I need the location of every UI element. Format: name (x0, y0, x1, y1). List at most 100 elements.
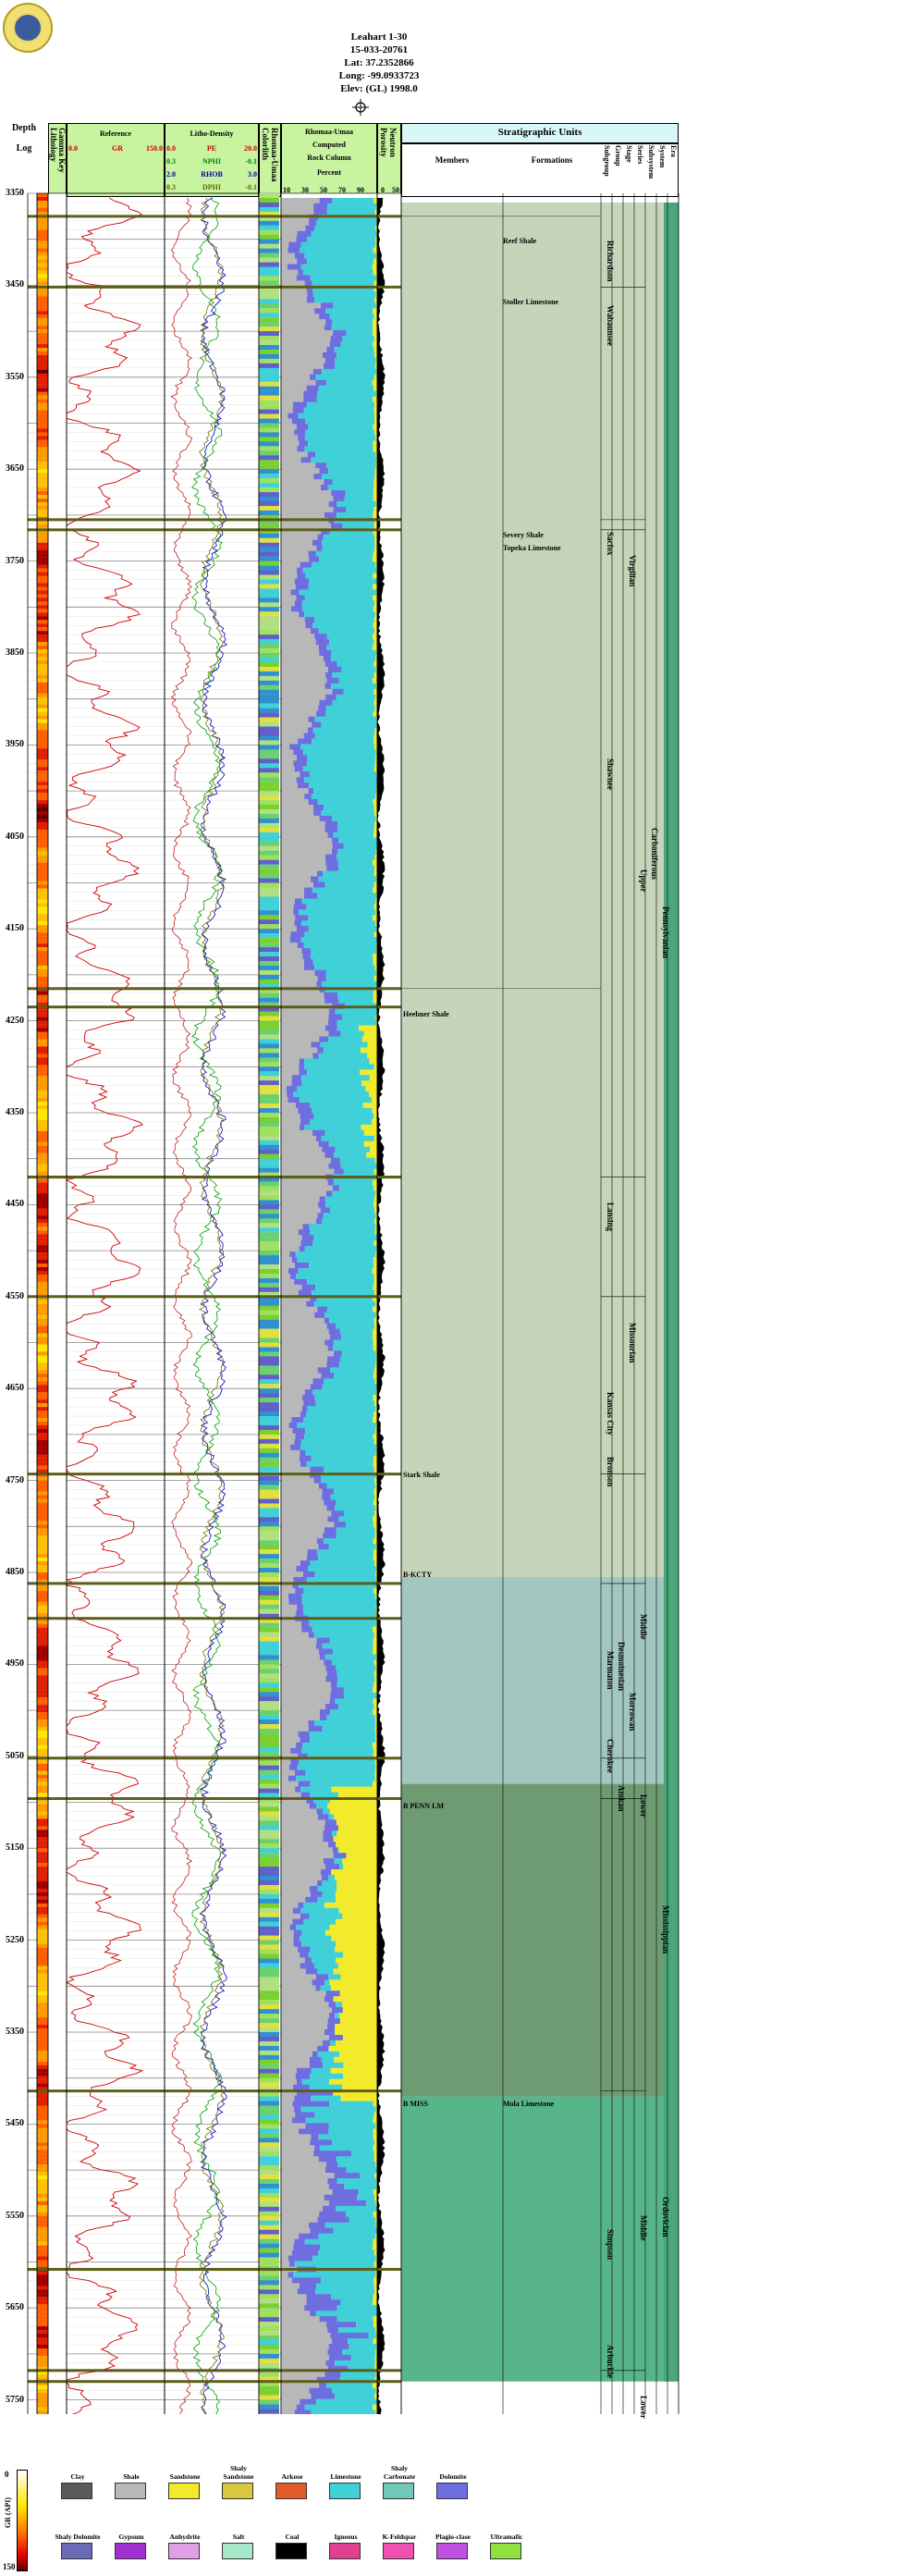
rock-fraction (319, 468, 328, 475)
gamma-key-cell (37, 1586, 48, 1592)
gamma-key-cell (37, 1054, 48, 1058)
formation-top-bar (28, 215, 401, 218)
rock-fraction (281, 788, 309, 795)
rock-fraction (372, 1781, 377, 1787)
gamma-key-cell (37, 2153, 48, 2158)
rock-fraction (375, 755, 377, 761)
rock-fraction (323, 1836, 334, 1843)
rock-fraction (281, 1732, 299, 1738)
nphi-curve (190, 197, 223, 2414)
colorlith-cell (259, 630, 279, 635)
rock-fraction (281, 225, 306, 232)
rock-fraction (299, 909, 376, 916)
gamma-key-cell (37, 804, 48, 808)
rock-fraction (281, 2311, 311, 2317)
rock-fraction (281, 379, 316, 387)
colorlith-cell (259, 1986, 279, 1991)
rock-fraction (322, 1146, 336, 1153)
rock-fraction (373, 2238, 377, 2245)
rock-fraction (319, 314, 330, 320)
gamma-key-cell (37, 222, 48, 227)
rock-fraction (281, 634, 315, 640)
rock-fraction (365, 1086, 377, 1092)
depth-label: 4150 (6, 923, 24, 934)
rock-fraction (281, 1698, 330, 1705)
rock-fraction (281, 1781, 299, 1787)
rock-fraction (375, 969, 377, 977)
rock-fraction (281, 1047, 318, 1054)
colorlith-cell (259, 1043, 279, 1049)
por-tick-50: 50 (392, 186, 399, 194)
gamma-key-cell (37, 263, 48, 267)
dphi-scale-left: 0.3 (166, 183, 176, 191)
rock-fraction (337, 1886, 377, 1892)
legend-swatch (329, 2543, 361, 2559)
rock-fraction (314, 225, 376, 232)
colorlith-cell (259, 1991, 279, 1996)
colorlith-cell (259, 1177, 279, 1182)
formation-sacfox: Sacfox (606, 532, 615, 556)
percent-tick: 90 (357, 186, 364, 194)
rock-fraction (288, 2272, 293, 2278)
gamma-key-cell (37, 1230, 48, 1235)
colorlith-cell (259, 2262, 279, 2267)
gamma-key-cell (37, 365, 48, 370)
colorlith-cell (259, 1370, 279, 1375)
rock-fraction (324, 1654, 376, 1660)
colorlith-cell (259, 478, 279, 484)
formation-arbuckle: Arbuckle (606, 2345, 615, 2378)
colorlith-cell (259, 1572, 279, 1578)
rock-fraction (335, 1146, 371, 1153)
rock-fraction (289, 744, 301, 750)
gamma-key-cell (37, 2370, 48, 2374)
rock-fraction (301, 1406, 308, 1412)
rock-fraction (343, 2062, 377, 2069)
rock-fraction (296, 1274, 374, 1280)
rock-fraction (281, 1461, 300, 1467)
colorlith-cell (259, 1085, 279, 1091)
rock-fraction (336, 2205, 377, 2212)
rock-fraction (281, 1119, 301, 1126)
gamma-key-cell (37, 439, 48, 444)
gamma-key-cell (37, 1572, 48, 1577)
rock-fraction (319, 2145, 373, 2151)
gamma-key-cell (37, 491, 48, 496)
colorlith-cell (259, 2192, 279, 2199)
rock-fraction (298, 1946, 311, 1953)
gamma-key-cell (37, 1958, 48, 1963)
rock-fraction (281, 1384, 311, 1390)
colorlith-cell (259, 322, 279, 327)
rock-fraction (301, 1747, 373, 1755)
rock-fraction (319, 198, 333, 204)
gamma-key-cell (37, 943, 48, 948)
colorlith-cell (259, 919, 279, 925)
rock-fraction (318, 645, 327, 651)
rock-fraction (323, 2205, 337, 2212)
gamma-key-cell (37, 564, 48, 569)
rock-fraction (315, 1284, 373, 1291)
rock-fraction (281, 727, 308, 733)
gamma-key-cell (37, 1303, 48, 1308)
rock-fraction (375, 451, 377, 458)
gamma-key-cell (37, 2135, 48, 2139)
rock-fraction (375, 1427, 377, 1435)
gamma-key-cell (37, 1113, 48, 1117)
gamma-key-cell (37, 1234, 48, 1239)
rock-fraction (281, 595, 297, 601)
gamma-key-cell (37, 501, 48, 507)
gamma-key-cell (37, 1752, 48, 1756)
gamma-key-cell (37, 1759, 48, 1764)
gamma-key-cell (37, 1888, 48, 1893)
gamma-key-cell (37, 2256, 48, 2261)
rock-fraction (329, 1924, 377, 1930)
rock-fraction (281, 2205, 323, 2212)
rock-fraction (373, 330, 377, 337)
rock-fraction (373, 347, 377, 353)
colorlith-cell (259, 621, 279, 626)
gamma-key-cell (37, 2146, 48, 2151)
colorlith-cell (259, 1715, 279, 1720)
depth-label: 5550 (6, 2210, 24, 2221)
rock-fraction (281, 931, 291, 938)
gamma-key-cell (37, 1852, 48, 1856)
gamma-key-cell (37, 2245, 48, 2249)
